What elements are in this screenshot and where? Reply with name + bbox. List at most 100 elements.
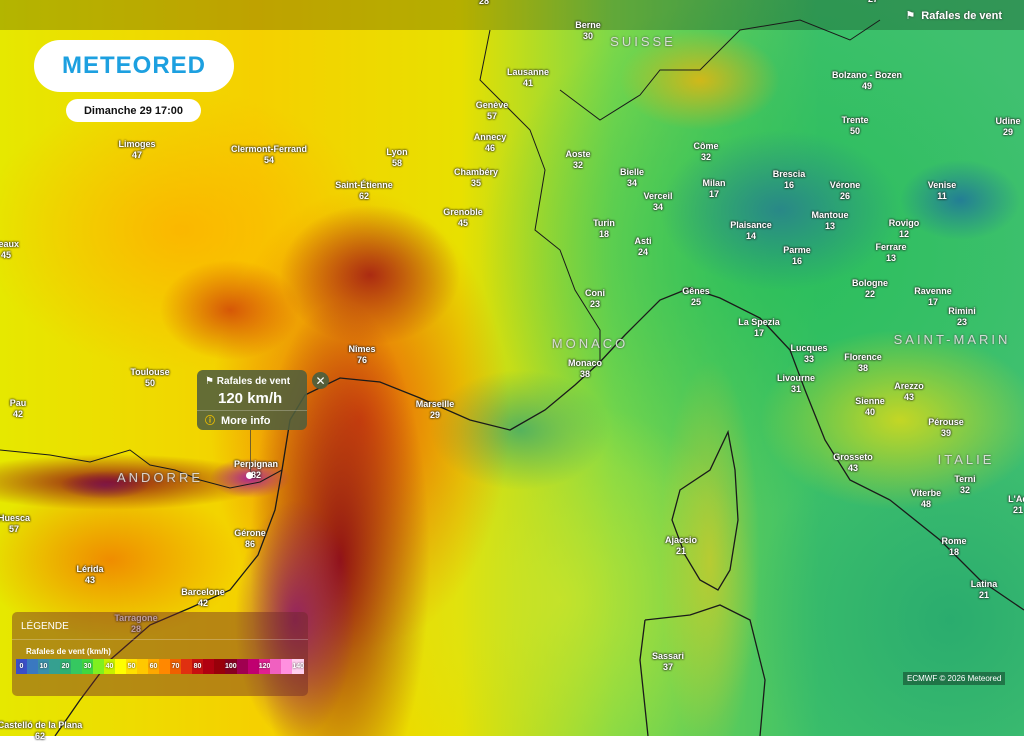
city-name: Asti (634, 236, 652, 246)
city-label[interactable]: Monaco 38 (568, 358, 602, 380)
city-name: Parme (783, 245, 811, 255)
city-label[interactable]: Bologne 22 (852, 278, 888, 300)
city-label[interactable]: 28 (479, 0, 489, 7)
city-gust-value: 42 (12, 409, 24, 419)
city-name: Lausanne (506, 67, 550, 77)
city-label[interactable]: Perpignan 82 (234, 459, 278, 481)
legend-stop (247, 659, 259, 674)
city-label[interactable]: L'Aq21 (1008, 494, 1024, 516)
city-label[interactable]: Arezzo 43 (894, 381, 924, 403)
city-label[interactable]: Florence 38 (844, 352, 882, 374)
city-label[interactable]: Berne 30 (575, 20, 601, 42)
city-gust-value: 23 (956, 317, 968, 327)
city-label[interactable]: Parme 16 (783, 245, 811, 267)
legend-stop: 140 (292, 659, 305, 674)
city-label[interactable]: Tarragone 28 (114, 613, 157, 635)
city-label[interactable]: Côme 32 (693, 141, 718, 163)
city-label[interactable]: Plaisance 14 (730, 220, 772, 242)
city-label[interactable]: Huesca 57 (0, 513, 30, 535)
city-label[interactable]: Annecy 46 (474, 132, 507, 154)
city-label[interactable]: Rome 18 (941, 536, 966, 558)
city-label[interactable]: deaux45 (0, 239, 19, 261)
city-label[interactable]: Genève 57 (476, 100, 509, 122)
city-label[interactable]: Lyon 58 (386, 147, 407, 169)
active-layer-label[interactable]: ⚑ Rafales de vent (905, 9, 1002, 23)
city-label[interactable]: Livourne 31 (777, 373, 815, 395)
city-label[interactable]: Rovigo 12 (889, 218, 920, 240)
forecast-datetime[interactable]: Dimanche 29 17:00 (66, 99, 201, 122)
city-label[interactable]: Mantoue 13 (812, 210, 849, 232)
city-label[interactable]: Gênes 25 (682, 286, 710, 308)
meteored-logo[interactable]: METEORED (34, 40, 234, 92)
city-label[interactable]: Lucques 33 (790, 343, 827, 365)
city-label[interactable]: Gérone 86 (234, 528, 266, 550)
city-label[interactable]: Trente 50 (841, 115, 868, 137)
city-label[interactable]: Milan 17 (702, 178, 725, 200)
city-label[interactable]: Latina 21 (971, 579, 998, 601)
city-label[interactable]: Ferrare 13 (875, 242, 906, 264)
city-label[interactable]: Asti 24 (634, 236, 651, 258)
legend-stop: 0 (16, 659, 27, 674)
city-name: Sienne (855, 396, 885, 406)
city-label[interactable]: 27 (868, 0, 878, 5)
city-label[interactable]: Grosseto 43 (833, 452, 873, 474)
city-label[interactable]: Pau 42 (10, 398, 27, 420)
location-pin[interactable] (246, 472, 253, 479)
city-label[interactable]: Castelló de la Plana 62 (0, 720, 82, 742)
city-label[interactable]: Udine 29 (995, 116, 1020, 138)
legend-stop: 70 (170, 659, 181, 674)
city-label[interactable]: Toulouse 50 (130, 367, 169, 389)
city-name: Vérone (829, 180, 861, 190)
city-label[interactable]: Limoges 47 (118, 139, 155, 161)
city-label[interactable]: Turin 18 (593, 218, 615, 240)
city-label[interactable]: Viterbe 48 (911, 488, 941, 510)
more-info-link[interactable]: ⓘ More info (205, 415, 271, 428)
city-name: Rome (941, 536, 967, 546)
city-label[interactable]: Barcelone 42 (181, 587, 225, 609)
city-gust-value: 50 (144, 378, 155, 388)
city-label[interactable]: Nîmes 76 (348, 344, 375, 366)
city-name: Marseille (415, 399, 455, 409)
city-label[interactable]: Bolzano - Bozen 49 (832, 70, 902, 92)
legend-stop (93, 659, 104, 674)
city-name: Viterbe (910, 488, 942, 498)
city-label[interactable]: La Spezia 17 (738, 317, 780, 339)
city-gust-value: 24 (637, 247, 649, 257)
city-label[interactable]: Grenoble 45 (443, 207, 483, 229)
border-alps (479, 19, 881, 362)
city-label[interactable]: Ajaccio 21 (665, 535, 697, 557)
city-label[interactable]: Sienne 40 (855, 396, 885, 418)
city-label[interactable]: Terni 32 (954, 474, 975, 496)
city-label[interactable]: Vérone 26 (830, 180, 861, 202)
legend-stop (27, 659, 38, 674)
city-label[interactable]: Brescia 16 (773, 169, 806, 191)
city-label[interactable]: Coni 23 (585, 288, 605, 310)
city-label[interactable]: Clermont-Ferrand 54 (231, 144, 307, 166)
city-name: Trente (841, 115, 869, 125)
city-label[interactable]: Sassari 37 (652, 651, 684, 673)
city-gust-value: 34 (652, 202, 663, 212)
city-label[interactable]: Pérouse 39 (928, 417, 964, 439)
city-label[interactable]: Saint-Étienne 62 (335, 180, 393, 202)
city-gust-value: 18 (598, 229, 610, 239)
city-gust-value: 43 (847, 463, 859, 473)
city-label[interactable]: Marseille 29 (416, 399, 455, 421)
data-credit: ECMWF © 2026 Meteored (903, 672, 1006, 685)
city-name: L'Aq (1008, 494, 1024, 504)
city-gust-value: 28 (130, 624, 141, 634)
country-label: SUISSE (610, 34, 676, 49)
city-label[interactable]: Ravenne 17 (914, 286, 952, 308)
close-icon[interactable]: ✕ (312, 372, 329, 389)
city-gust-value: 49 (861, 81, 872, 91)
city-gust-value: 17 (753, 328, 765, 338)
city-label[interactable]: Verceil 34 (643, 191, 672, 213)
city-label[interactable]: Aoste 32 (565, 149, 590, 171)
city-label[interactable]: Bielle 34 (620, 167, 644, 189)
info-icon: ⓘ (205, 416, 215, 427)
city-label[interactable]: Rimini 23 (948, 306, 976, 328)
city-label[interactable]: Chambéry 35 (454, 167, 498, 189)
city-label[interactable]: Venise 11 (928, 180, 957, 202)
city-label[interactable]: Lausanne 41 (507, 67, 549, 89)
city-label[interactable]: Lérida 43 (76, 564, 103, 586)
